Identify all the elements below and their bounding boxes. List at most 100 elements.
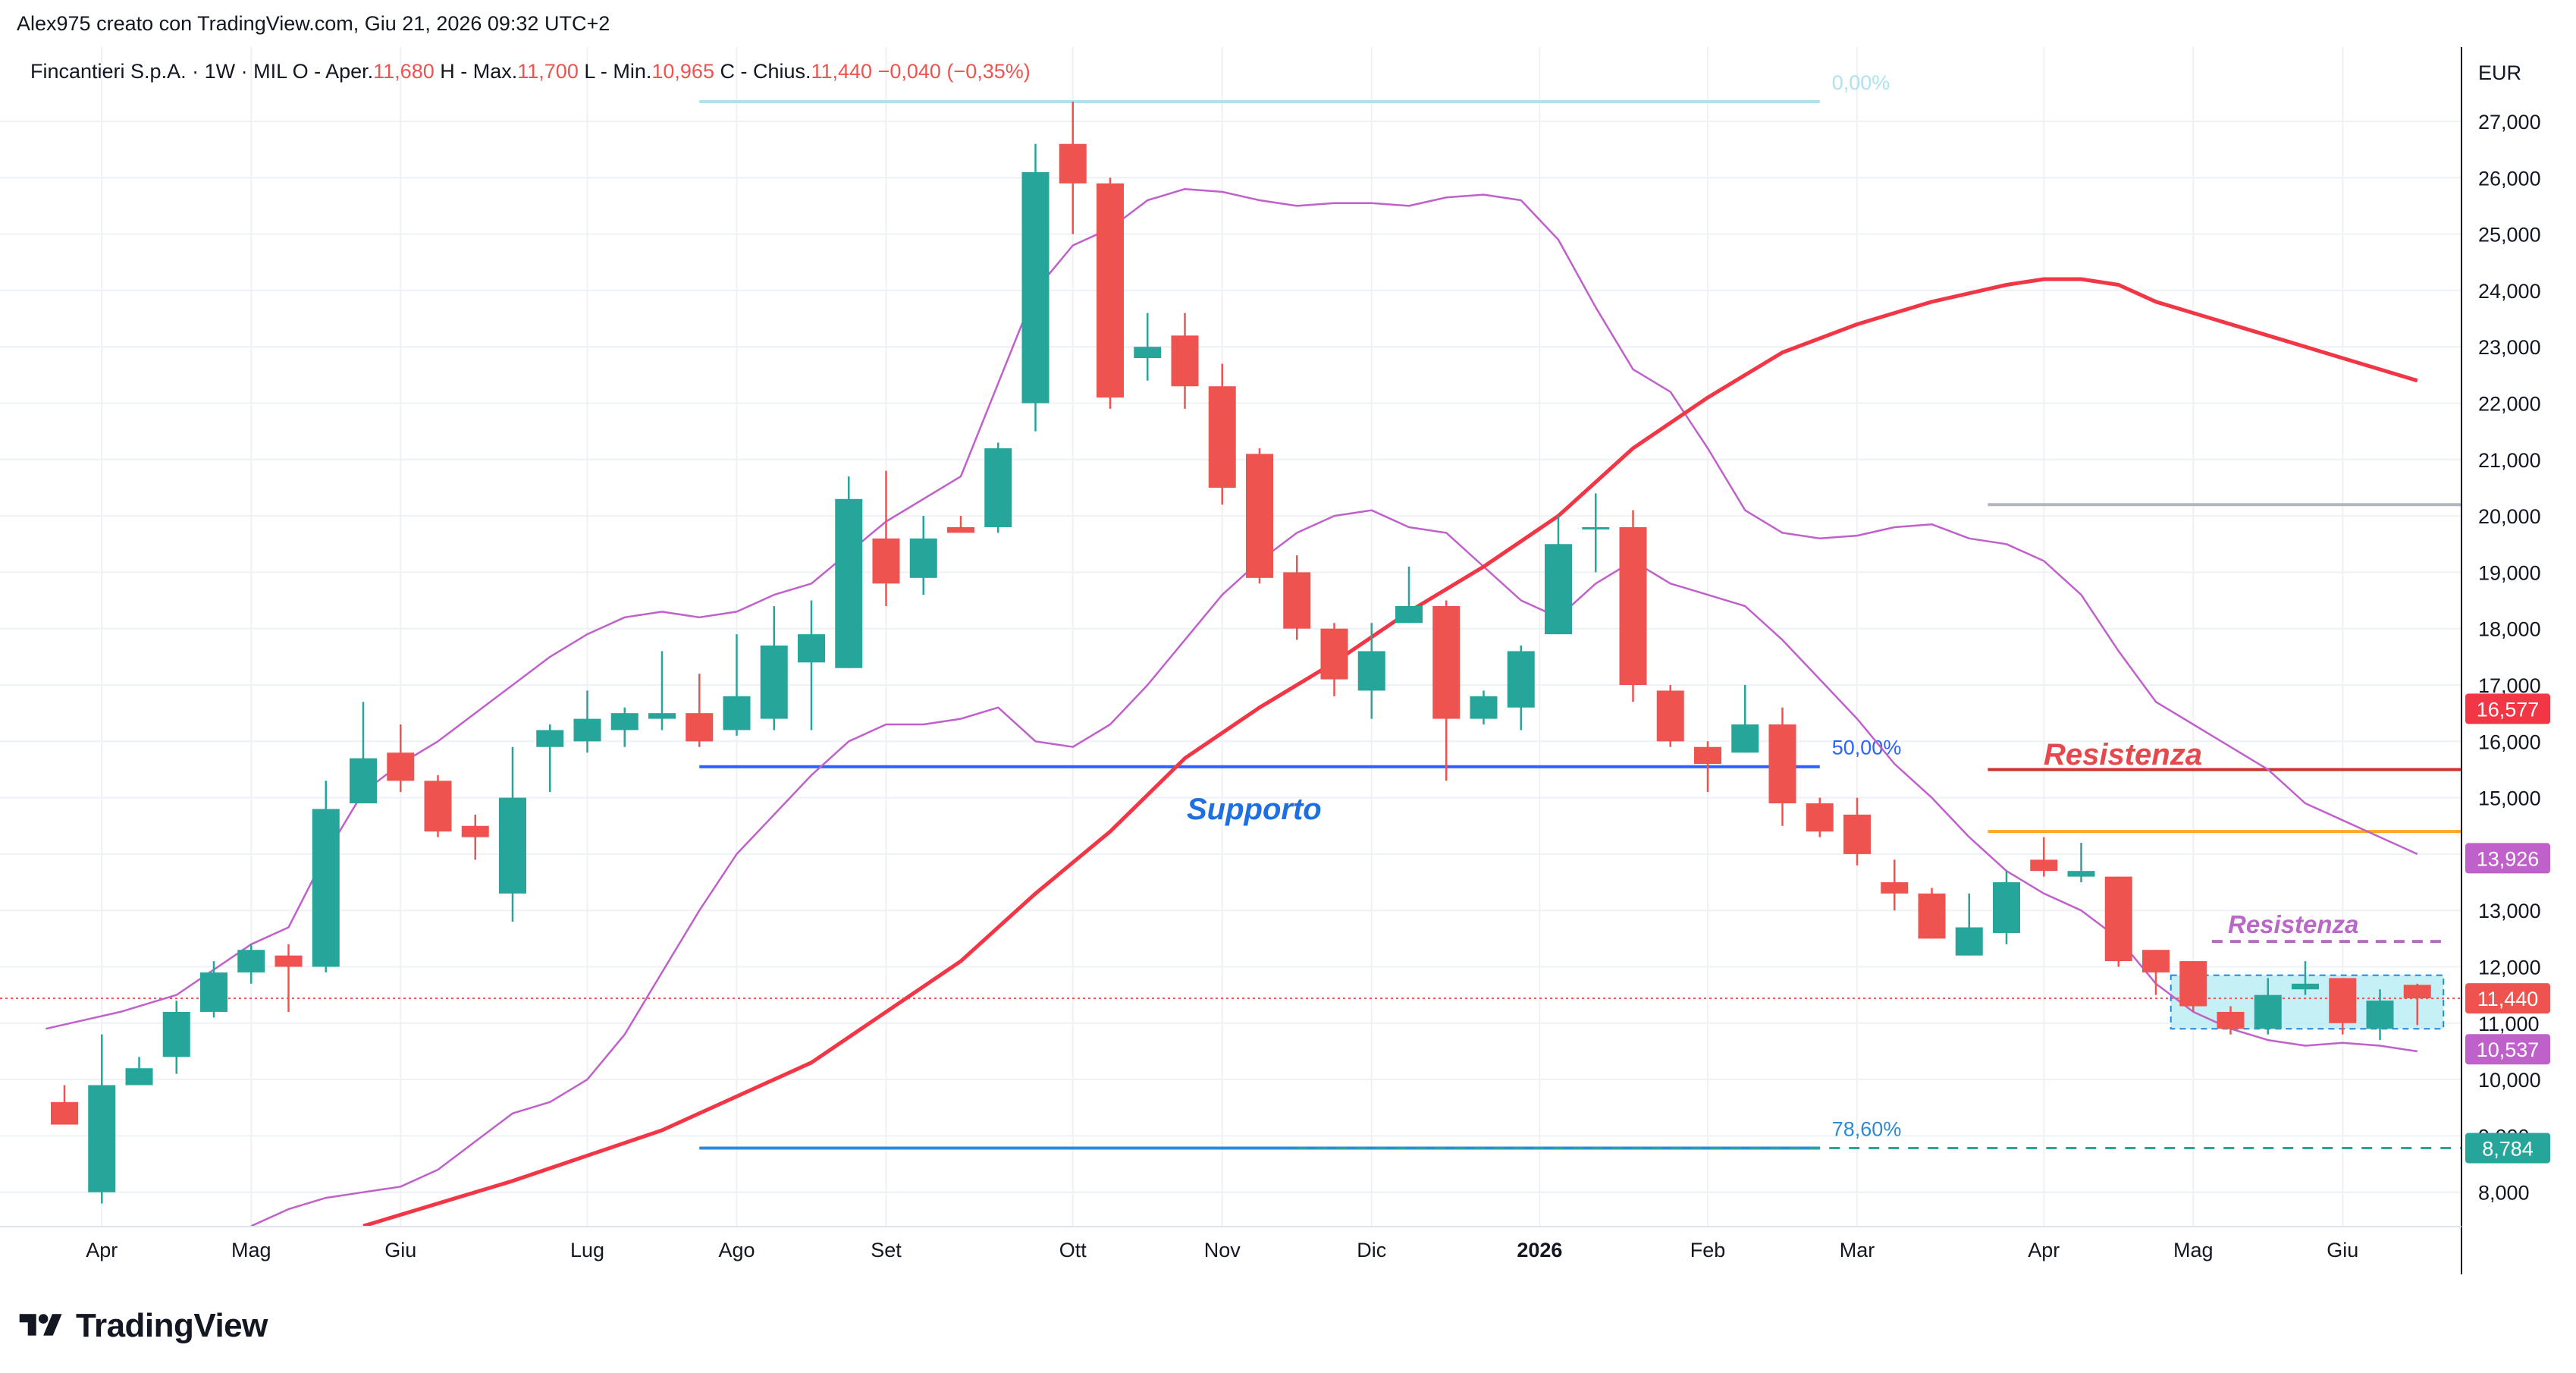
legend-open-label: O - Aper. xyxy=(293,60,374,83)
candle-down xyxy=(1918,888,1946,939)
candle-up xyxy=(1955,893,1983,956)
candle-body xyxy=(1619,526,1647,685)
candle-down xyxy=(1432,600,1461,781)
ma-price-label: 16,577 xyxy=(2465,693,2550,724)
candle-body xyxy=(1246,454,1273,578)
candle-body xyxy=(1656,690,1684,742)
candle-body xyxy=(2104,876,2132,962)
candle-body xyxy=(1731,724,1759,753)
candle-up xyxy=(312,781,340,972)
candle-body xyxy=(1134,347,1162,359)
candle-body xyxy=(2067,871,2095,877)
candle-body xyxy=(2329,978,2357,1023)
candle-body xyxy=(686,713,714,742)
candle-body xyxy=(1918,893,1946,939)
candle-up xyxy=(1357,623,1385,719)
candle-body xyxy=(51,1101,78,1125)
candle-body xyxy=(2403,985,2431,999)
candle-body xyxy=(1582,526,1610,529)
candle-body xyxy=(1021,171,1050,404)
candle-body xyxy=(2292,983,2319,990)
candle-body xyxy=(200,972,227,1012)
y-tick-label: 25,000 xyxy=(2478,224,2541,247)
y-tick-label: 21,000 xyxy=(2478,449,2541,472)
tradingview-brand[interactable]: TradingView xyxy=(17,1303,268,1349)
candle-down xyxy=(2217,1006,2245,1035)
candle-down xyxy=(1171,313,1199,409)
x-tick-label: Nov xyxy=(1204,1239,1241,1261)
bollinger-lower-line xyxy=(250,509,2418,1227)
candle-body xyxy=(1283,572,1311,629)
candle-up xyxy=(1993,871,2020,944)
candle-body xyxy=(1843,814,1871,854)
candle-body xyxy=(237,950,265,972)
y-tick-label: 12,000 xyxy=(2478,957,2541,979)
candle-down xyxy=(461,814,489,860)
price-chart[interactable]: 0,00% 50,00% 78,60% Supporto Resistenza Resis… xyxy=(0,47,2576,1291)
bb-upper-price-label: 13,926 xyxy=(2465,843,2550,874)
x-tick-label: Set xyxy=(871,1239,902,1261)
candle-up xyxy=(723,634,751,736)
candle-down xyxy=(1246,448,1273,584)
y-tick-label: 27,000 xyxy=(2478,111,2541,134)
y-tick-label: 19,000 xyxy=(2478,561,2541,584)
candle-body xyxy=(2217,1011,2245,1029)
fib-78-label: 78,60% xyxy=(1832,1117,1902,1140)
candle-down xyxy=(947,516,974,533)
legend-close-value: 11,440 xyxy=(811,60,878,83)
candle-down xyxy=(1881,859,1909,911)
candle-up xyxy=(798,600,825,730)
candle-body xyxy=(1955,927,1983,956)
candle-body xyxy=(312,809,340,967)
y-tick-label: 11,000 xyxy=(2478,1013,2540,1035)
candle-body xyxy=(536,730,564,747)
brand-name: TradingView xyxy=(76,1307,268,1344)
candle-down xyxy=(1768,707,1796,826)
price-label-text: 10,537 xyxy=(2477,1038,2540,1061)
candle-up xyxy=(610,707,639,747)
support-annotation: Supporto xyxy=(1187,793,1322,826)
legend-high-value: 11,700 xyxy=(517,60,584,83)
x-tick-label: Mag xyxy=(231,1239,271,1261)
candle-body xyxy=(872,538,900,584)
candle-up xyxy=(237,944,265,984)
tradingview-logo-icon xyxy=(19,1314,62,1336)
candle-down xyxy=(2403,983,2431,1026)
candle-up xyxy=(909,516,937,595)
candle-up xyxy=(1507,645,1535,730)
candle-down xyxy=(1320,623,1348,696)
candle-up xyxy=(984,442,1012,533)
y-tick-label: 15,000 xyxy=(2478,787,2541,810)
candle-body xyxy=(1097,183,1124,398)
candle-body xyxy=(1993,882,2020,933)
candle-up xyxy=(1021,143,1050,432)
legend-low-value: 10,965 xyxy=(651,60,720,83)
y-tick-label: 22,000 xyxy=(2478,393,2541,416)
candle-down xyxy=(1806,797,1834,837)
candle-up xyxy=(536,724,564,793)
x-tick-label: Mag xyxy=(2173,1239,2214,1261)
resistance-annotation-small: Resistenza xyxy=(2228,910,2358,938)
candle-body xyxy=(798,634,825,663)
candle-up xyxy=(1395,566,1423,624)
x-tick-label: Ago xyxy=(718,1239,755,1261)
candle-body xyxy=(947,526,974,533)
candle-body xyxy=(1881,882,1909,894)
candle-down xyxy=(2104,876,2132,967)
candle-body xyxy=(424,781,452,832)
candle-body xyxy=(1507,651,1535,708)
candle-body xyxy=(2179,961,2207,1007)
candle-body xyxy=(1432,605,1461,719)
legend-low-label: L - Min. xyxy=(584,60,651,83)
candle-up xyxy=(1470,690,1498,725)
candle-down xyxy=(1656,685,1684,747)
candle-body xyxy=(760,645,788,719)
bb-lower-price-label: 10,537 xyxy=(2465,1034,2550,1065)
candle-up xyxy=(2292,961,2319,995)
price-label-text: 11,440 xyxy=(2477,988,2539,1010)
candle-down xyxy=(1619,510,1647,702)
resistance-annotation-big: Resistenza xyxy=(2044,738,2202,771)
x-tick-label: Feb xyxy=(1690,1239,1726,1261)
candle-down xyxy=(424,774,452,837)
candle-down xyxy=(51,1085,78,1125)
